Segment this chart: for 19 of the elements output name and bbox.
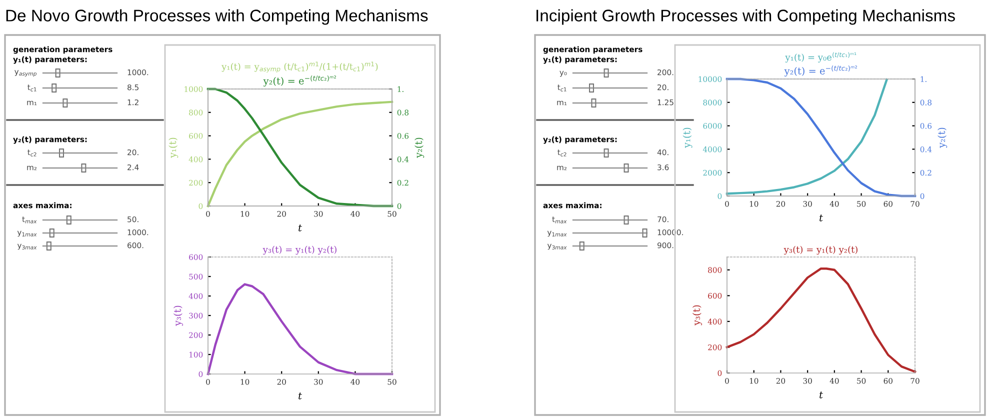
chart-title: y₁(t) = y₀e$^{(t/tc₁)ᵐ¹}$ xyxy=(785,52,856,62)
y2-axis-title: y₂(t) xyxy=(938,128,948,148)
y-axis-title: y₃(t) xyxy=(692,305,702,326)
y-axis-title: y₁(t) xyxy=(682,128,692,148)
chart-title: y₃(t) = y₁(t) y₂(t) xyxy=(784,246,858,255)
y-axis-title: y₃(t) xyxy=(173,306,184,326)
y2-axis-title: y₂(t) xyxy=(414,138,424,158)
chart-subtitle: y₂(t) = e$^{−(t/tc₂)ᵐ²}$ xyxy=(784,65,858,77)
x-axis-title: t xyxy=(820,392,823,398)
x-axis-title: t xyxy=(298,224,302,232)
chart-title: y₃(t) = y₁(t) y₂(t) xyxy=(262,246,336,255)
chart-subtitle: y₂(t) = e$^{−(t/tc₂)ᵐ²}$ xyxy=(263,75,336,87)
line-series xyxy=(726,78,916,198)
y-axis-title: y₁(t) xyxy=(168,138,178,158)
x-axis-title: t xyxy=(820,214,823,222)
text: Incipient Growth Processes with Competing Mechanisms xyxy=(536,9,955,25)
text: De Novo Growth Processes with Competing Mechanisms xyxy=(6,9,428,25)
chart-title: y₁(t) = y$_{asymp}$ (t/t$_{c1}$)$^{m1}$/(1+(t/t$_{c1}$)$^{m1}$) xyxy=(222,62,378,73)
x-axis-title: t xyxy=(298,392,302,400)
